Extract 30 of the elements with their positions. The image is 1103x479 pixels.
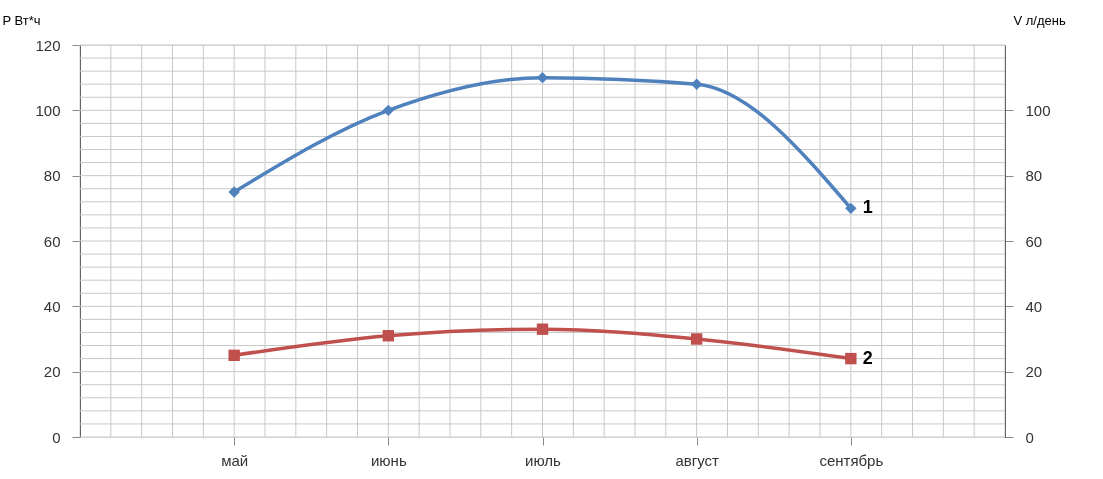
y2-axis-title: V л/день: [1013, 12, 1066, 28]
point: [845, 202, 857, 215]
y2-tick-label: 80: [1025, 167, 1043, 185]
point: [845, 352, 857, 365]
x-tick-label: август: [675, 451, 720, 469]
x-tick-label: сентябрь: [819, 451, 884, 469]
y-tick-label: 40: [43, 297, 61, 315]
x-tick-label: июль: [525, 451, 562, 469]
x-tick-label: июнь: [370, 451, 407, 469]
y-tick-label: 80: [43, 167, 61, 185]
point: [228, 186, 240, 198]
y2-tick-label: 20: [1025, 363, 1043, 381]
y-tick-label: 0: [52, 428, 61, 446]
point: [228, 349, 240, 362]
y-tick-label: 60: [43, 232, 61, 250]
series-label: 2: [862, 347, 873, 368]
y-tick-label: 120: [35, 36, 61, 54]
y2-tick-label: 40: [1025, 297, 1043, 315]
y2-tick-label: 0: [1025, 428, 1034, 446]
y-axis-title: P Вт*ч: [2, 12, 41, 28]
point: [690, 333, 703, 345]
y-tick-label: 100: [35, 101, 61, 119]
series-label: 1: [862, 197, 873, 218]
y2-tick-label: 100: [1025, 101, 1051, 119]
x-tick-label: май: [221, 451, 249, 469]
y2-tick-label: 60: [1025, 232, 1043, 250]
y-tick-label: 20: [43, 363, 61, 381]
point: [382, 104, 395, 117]
point: [382, 330, 395, 342]
point: [536, 323, 549, 335]
